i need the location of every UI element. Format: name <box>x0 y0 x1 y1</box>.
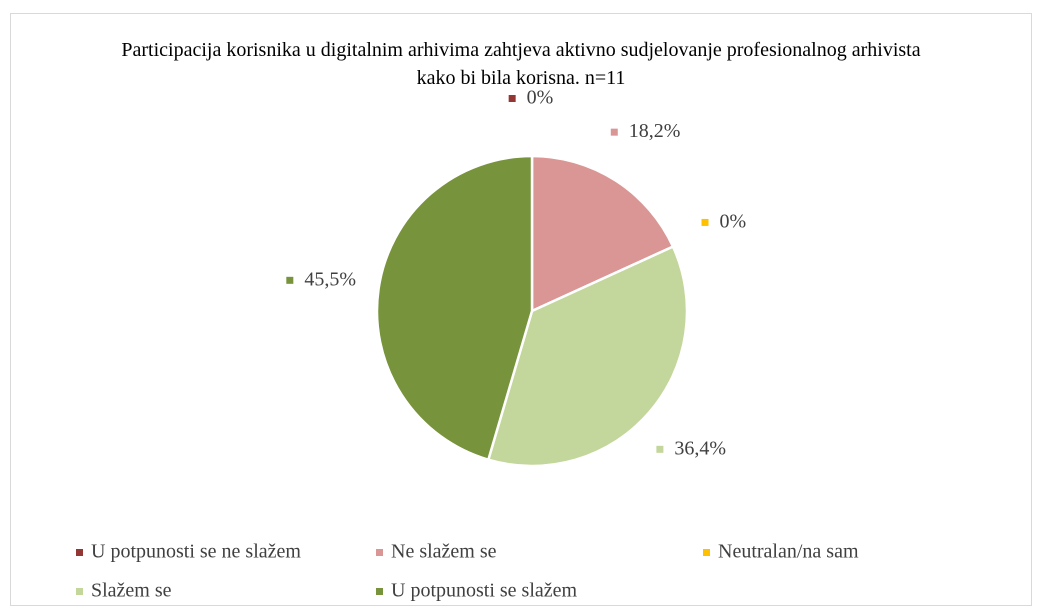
pie-slice <box>486 244 689 468</box>
legend-label: Neutralan/na sam <box>718 541 859 563</box>
pie-slice <box>375 154 534 462</box>
data-label-marker <box>610 128 618 136</box>
legend-label: Slažem se <box>91 580 172 602</box>
legend-label: U potpunosti se ne slažem <box>91 541 301 563</box>
legend-label: Ne slažem se <box>391 541 497 563</box>
chart-title: Participacija korisnika u digitalnim arh… <box>121 39 921 89</box>
data-label-marker <box>508 95 516 102</box>
data-label: 18,2% <box>629 120 681 142</box>
data-label: 0% <box>720 211 747 233</box>
chart-border <box>10 13 1032 606</box>
legend-marker <box>376 549 383 556</box>
data-label: 36,4% <box>674 437 726 459</box>
data-label-marker <box>286 276 294 284</box>
legend-marker <box>376 588 383 595</box>
data-label-marker <box>701 218 709 226</box>
legend-label: U potpunosti se slažem <box>391 580 578 602</box>
pie-slice <box>530 154 675 313</box>
data-label: 0% <box>527 87 554 109</box>
data-label: 45,5% <box>304 268 356 290</box>
data-label-marker <box>656 445 664 453</box>
legend-marker <box>76 588 83 595</box>
legend-marker <box>76 549 83 556</box>
legend-marker <box>703 549 710 556</box>
